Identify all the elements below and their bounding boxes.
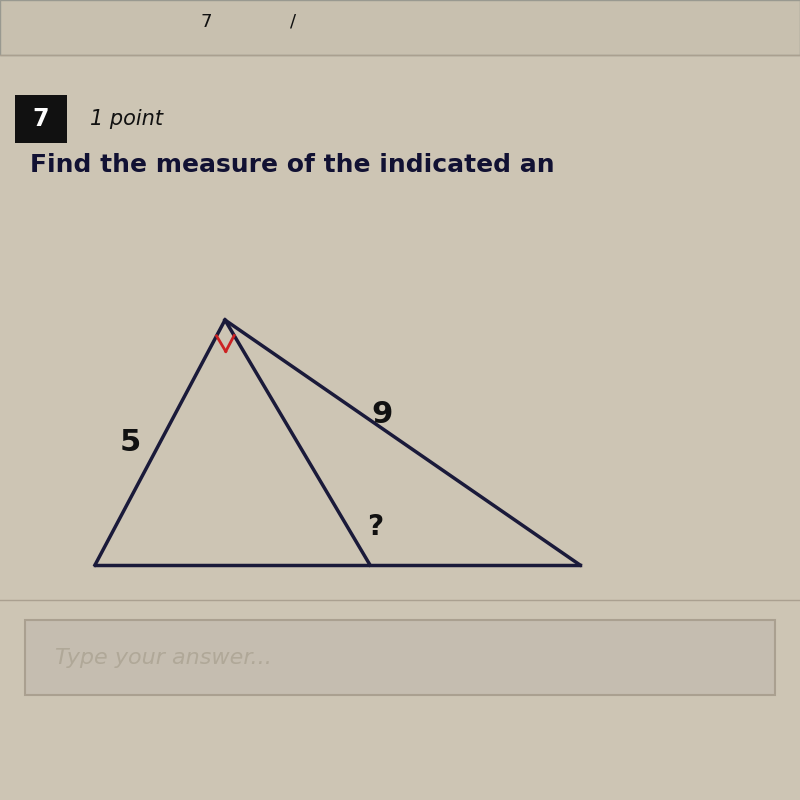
Text: /: /: [290, 13, 296, 31]
Text: 7: 7: [33, 107, 50, 131]
Text: Type your answer...: Type your answer...: [55, 648, 272, 668]
Text: 7: 7: [200, 13, 211, 31]
Text: ?: ?: [367, 513, 383, 541]
Bar: [0, 0, 800, 55]
Bar: [25, 620, 775, 695]
Bar: [15, 95, 67, 143]
Text: 1 point: 1 point: [90, 109, 163, 129]
Text: Find the measure of the indicated an: Find the measure of the indicated an: [30, 153, 554, 177]
Text: 9: 9: [372, 400, 393, 429]
Text: 5: 5: [119, 428, 141, 457]
